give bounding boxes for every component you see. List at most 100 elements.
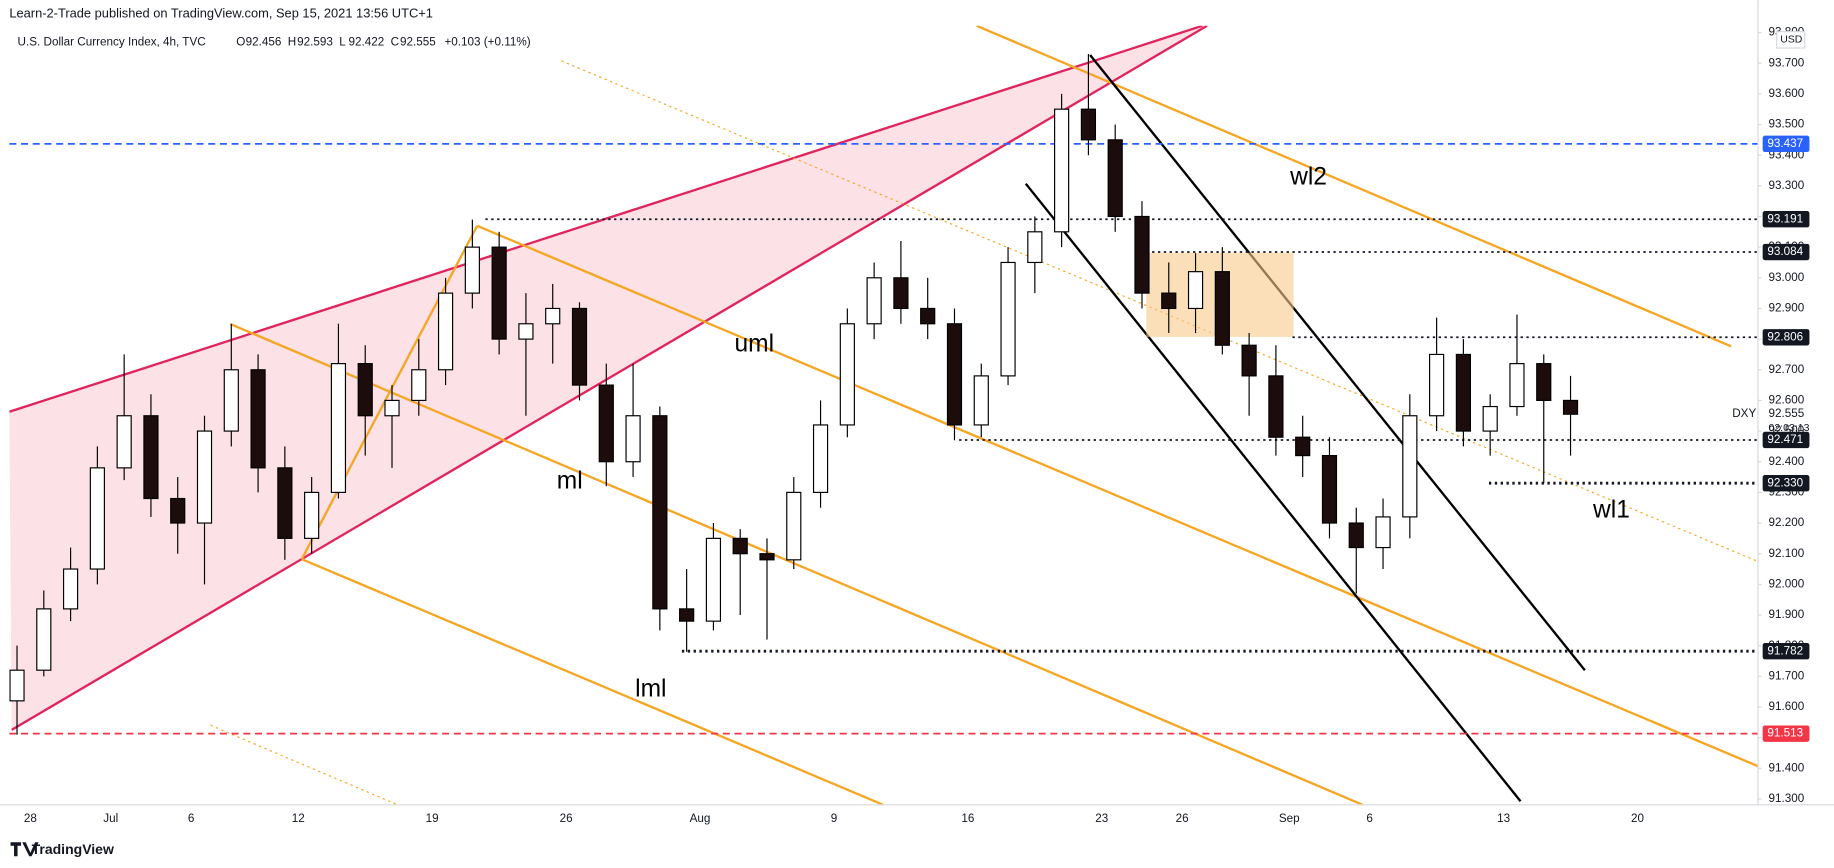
ohlc-value: 92.593 (297, 35, 333, 48)
candle-body (143, 415, 159, 500)
candle-body (625, 415, 641, 463)
ohlc-key: O (236, 35, 245, 48)
y-tick-label: 91.300 (1769, 792, 1805, 805)
x-tick-label: 6 (188, 812, 195, 825)
level-label: 93.191 (1767, 212, 1803, 225)
candle-body (89, 467, 105, 570)
candle-body (9, 669, 25, 702)
x-tick-label: 9 (831, 812, 838, 825)
change: +0.103 (+0.11%) (444, 35, 530, 48)
last-price: 92.555 (1769, 407, 1805, 420)
level-label: 93.437 (1767, 137, 1803, 150)
y-tick-label: 92.600 (1769, 394, 1805, 407)
level-label: 93.084 (1767, 245, 1803, 258)
y-tick-label: 92.900 (1769, 302, 1805, 315)
candle-body (223, 369, 239, 432)
candles (9, 53, 1579, 735)
candle-body (1482, 405, 1498, 432)
x-tick-label: 13 (1497, 812, 1510, 825)
candle-body (946, 323, 963, 426)
level-badge (1762, 475, 1810, 492)
y-tick-label: 93.700 (1769, 56, 1805, 69)
candle-body (1054, 108, 1070, 233)
candle-body (1027, 231, 1043, 264)
candle-body (1134, 215, 1150, 294)
candle-body (839, 323, 855, 426)
brand: TradingView (10, 841, 114, 857)
brand-name: TradingView (32, 841, 114, 857)
candle-body (973, 375, 989, 426)
candle-body (598, 384, 614, 463)
ohlc-value: 92.555 (400, 35, 436, 48)
x-tick-label: Jul (103, 812, 118, 825)
candle-body (1536, 363, 1552, 402)
candle-body (62, 568, 79, 610)
candle-body (732, 537, 748, 555)
y-tick-label: 93.000 (1769, 271, 1805, 284)
x-tick-label: Sep (1279, 812, 1300, 825)
currency: USD (1780, 34, 1803, 46)
brand-logo (10, 842, 39, 857)
candle-body (411, 369, 427, 402)
y-tick-label: 92.100 (1769, 547, 1805, 560)
candle-body (812, 424, 829, 493)
x-tick-label: 12 (292, 812, 305, 825)
y-tick-label: 93.300 (1769, 179, 1805, 192)
candle-body (759, 553, 775, 561)
candle-body (920, 307, 936, 325)
x-tick-label: 28 (24, 812, 37, 825)
annotation: uml (735, 331, 775, 358)
candle-body (357, 363, 373, 417)
candle-body (1562, 399, 1579, 415)
candle-body (1402, 415, 1418, 518)
candle-body (384, 399, 400, 417)
levels (9, 142, 1758, 735)
ohlc-value: 92.456 (246, 35, 282, 48)
x-tick-label: 20 (1631, 812, 1645, 825)
warning-line-2 (976, 25, 1732, 348)
candle-body (277, 467, 293, 539)
candle-body (116, 415, 132, 469)
pitchfork-handle (300, 225, 479, 560)
channel-upper (1089, 54, 1586, 672)
level-badge (1762, 725, 1810, 742)
y-tick-label: 93.600 (1769, 87, 1805, 100)
candle-body (1000, 261, 1016, 377)
y-tick-label: 91.700 (1769, 669, 1805, 682)
y-tick-label: 91.900 (1769, 608, 1805, 621)
x-tick-label: 26 (560, 812, 573, 825)
level-label: 92.330 (1767, 476, 1803, 489)
candle-body (36, 608, 52, 671)
channel-lower (1024, 182, 1522, 802)
ohlc-value: 92.422 (349, 35, 385, 48)
x-tick-label: 19 (426, 812, 439, 825)
level-badge (1762, 243, 1810, 261)
upper-median-line (476, 224, 1758, 768)
candle-body (1455, 353, 1472, 432)
candle-body (679, 608, 695, 622)
candle-body (196, 430, 213, 524)
candle-body (1214, 271, 1230, 346)
ticker: DXY (1732, 407, 1756, 420)
annotation: lml (635, 676, 666, 703)
candle-body (571, 307, 588, 386)
ohlc-key: C (391, 35, 399, 48)
annotation: ml (557, 467, 583, 494)
level-badge (1762, 329, 1810, 346)
candle-body (1375, 516, 1391, 549)
wedge-upper-line (9, 25, 1203, 413)
level-badge (1762, 643, 1810, 660)
candle-body (1348, 522, 1364, 549)
countdown: 02:03:13 (1769, 422, 1810, 434)
candle-body (464, 246, 480, 294)
y-tick-label: 91.400 (1769, 761, 1805, 774)
candle-body (893, 277, 909, 310)
x-tick-label: 26 (1176, 812, 1189, 825)
y-tick-label: 92.700 (1769, 363, 1805, 376)
publisher-line: Learn-2-Trade published on TradingView.c… (9, 5, 433, 20)
candle-body (1187, 271, 1204, 310)
symbol-legend: U.S. Dollar Currency Index, 4h, TVC O 92.… (18, 35, 531, 48)
ohlc-key: H (288, 35, 296, 48)
level-badge (1762, 431, 1810, 449)
candle-body (1295, 436, 1311, 457)
